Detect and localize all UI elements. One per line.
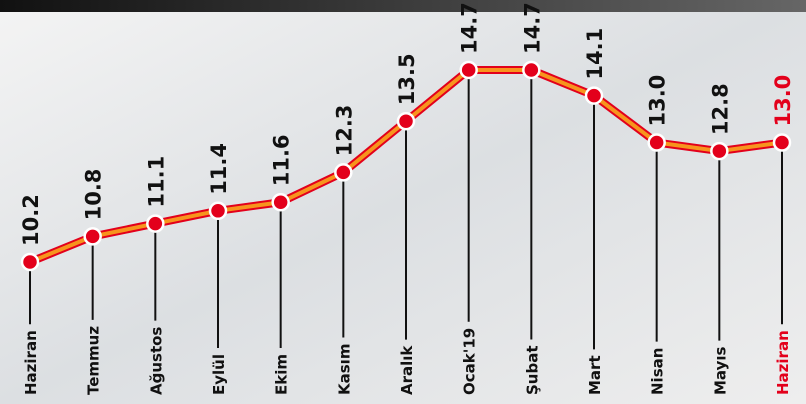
marker — [210, 203, 226, 219]
category-label: Ekim — [273, 354, 291, 395]
value-label: 14.1 — [583, 28, 607, 80]
value-label: 13.5 — [395, 53, 419, 105]
marker — [774, 135, 790, 151]
category-label: Aralık — [398, 345, 416, 395]
marker — [398, 113, 414, 129]
marker — [273, 194, 289, 210]
value-label: 11.6 — [270, 134, 294, 186]
value-label: 10.2 — [19, 194, 43, 246]
value-label: 12.3 — [332, 105, 356, 157]
page: {"chart_data": {"type": "line", "categor… — [0, 0, 806, 404]
marker — [523, 62, 539, 78]
value-label: 13.0 — [771, 75, 795, 127]
category-label: Mayıs — [711, 346, 729, 395]
value-label: 10.8 — [82, 169, 106, 221]
category-label: Nisan — [649, 348, 667, 395]
marker — [649, 135, 665, 151]
value-label: 11.1 — [144, 156, 168, 208]
value-label: 14.7 — [458, 2, 482, 54]
value-label: 13.0 — [646, 75, 670, 127]
category-label: Şubat — [523, 345, 541, 395]
marker — [335, 164, 351, 180]
value-label: 12.8 — [708, 83, 732, 135]
category-label: Mart — [586, 355, 604, 395]
category-label: Temmuz — [85, 326, 103, 395]
top-bar — [0, 0, 806, 12]
chart: 10.2 Haziran 10.8 Temmuz 11.1 Ağustos 11.4 Eylü… — [0, 0, 806, 404]
value-label: 11.4 — [207, 143, 231, 195]
marker — [22, 254, 38, 270]
marker — [711, 143, 727, 159]
category-label: Haziran — [774, 330, 792, 395]
category-label: Ağustos — [147, 327, 165, 395]
marker — [461, 62, 477, 78]
category-label: Kasım — [335, 344, 353, 395]
category-label: Haziran — [22, 330, 40, 395]
category-label: Eylül — [210, 354, 228, 395]
value-label: 14.7 — [520, 2, 544, 54]
category-label: Ocak'19 — [461, 328, 479, 395]
marker — [586, 88, 602, 104]
marker — [85, 228, 101, 244]
marker — [147, 216, 163, 232]
